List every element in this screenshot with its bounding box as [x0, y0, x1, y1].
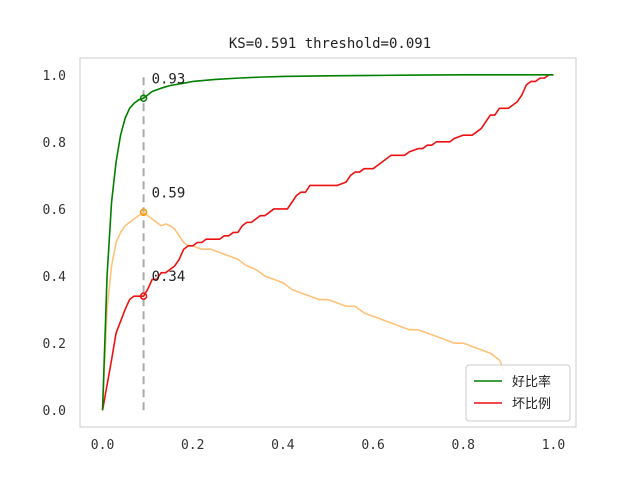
series-line-0: [101, 73, 554, 411]
series-layer: [101, 73, 554, 411]
legend-box: [465, 364, 571, 422]
x-axis: 0.0 0.2 0.4 0.6 0.8 1.0: [91, 438, 565, 453]
x-tick-label: 0.6: [361, 438, 384, 453]
threshold-marker: [139, 292, 148, 300]
x-tick-label: 0.0: [91, 438, 114, 453]
marker-label: 0.59: [152, 185, 186, 201]
x-tick-label: 0.8: [452, 438, 475, 453]
y-tick-label: 0.2: [43, 337, 66, 352]
legend-label: 坏比例: [512, 397, 551, 412]
series-line-2: [101, 211, 505, 411]
x-tick-label: 0.4: [271, 438, 295, 453]
y-tick-label: 0.8: [43, 136, 66, 151]
y-axis: 0.0 0.2 0.4 0.6 0.8 1.0: [43, 69, 67, 419]
marker-layer: 0.93 0.59 0.34: [139, 71, 186, 300]
threshold-marker: [139, 208, 148, 217]
x-tick-label: 1.0: [542, 438, 565, 453]
marker-label: 0.34: [152, 269, 186, 285]
legend-label: 好比率: [512, 374, 551, 390]
y-tick-label: 1.0: [43, 69, 66, 84]
threshold-marker: [139, 94, 148, 103]
series-line-1: [101, 73, 554, 411]
y-tick-label: 0.0: [43, 404, 66, 419]
chart-title: KS=0.591 threshold=0.091: [229, 36, 431, 52]
marker-label: 0.93: [152, 71, 186, 87]
y-tick-label: 0.6: [43, 203, 66, 218]
plot-frame: [79, 57, 577, 428]
y-tick-label: 0.4: [43, 270, 67, 285]
x-tick-label: 0.2: [181, 438, 204, 453]
